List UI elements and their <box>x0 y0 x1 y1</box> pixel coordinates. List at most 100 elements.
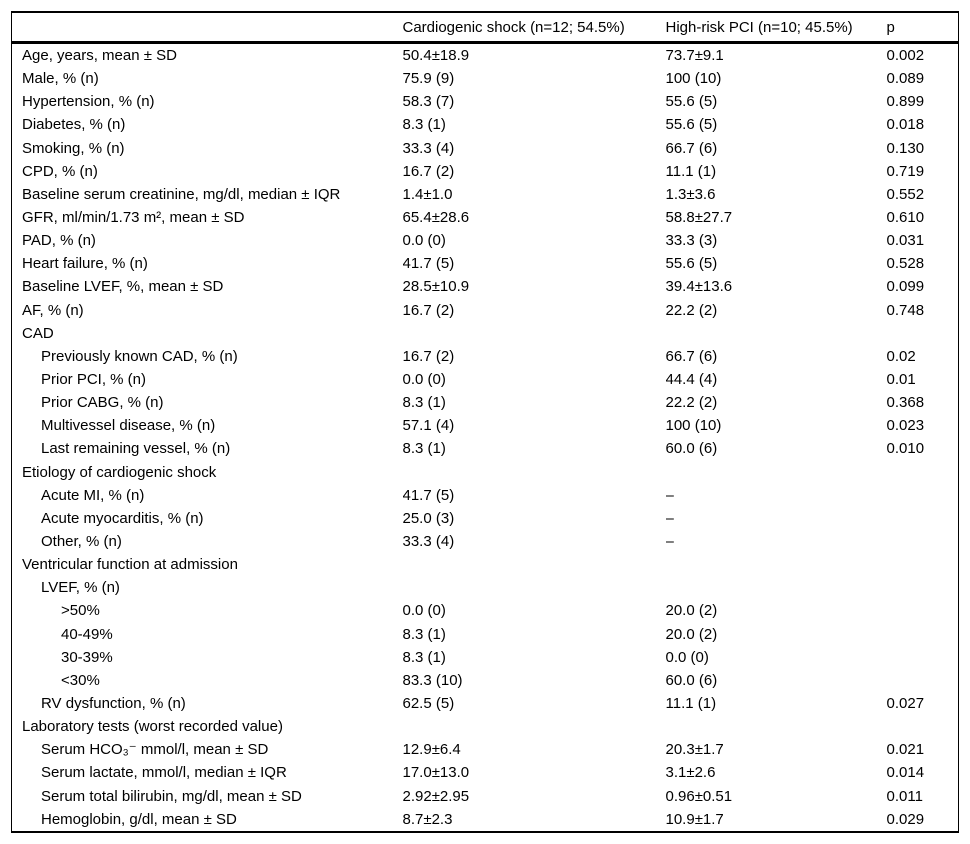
row-label: <30% <box>61 671 100 689</box>
table-row: 30-39% 8.3 (1) 0.0 (0) <box>12 646 959 669</box>
value-cardiogenic-shock <box>403 322 666 345</box>
value-p: 0.719 <box>886 162 925 180</box>
table-body: Age, years, mean ± SD 50.4±18.9 73.7±9.1 0.… <box>12 43 959 832</box>
table-row: Laboratory tests (worst recorded value) <box>12 715 959 738</box>
value-cardiogenic-shock <box>403 461 666 484</box>
value-high-risk-pci: 0.96±0.51 <box>665 787 733 805</box>
row-label: Etiology of cardiogenic shock <box>22 463 217 481</box>
value-p: 0.130 <box>886 139 925 157</box>
row-label: Baseline serum creatinine, mg/dl, median… <box>22 185 341 203</box>
row-label: AF, % (n) <box>22 301 84 319</box>
value-cardiogenic-shock <box>403 715 666 738</box>
value-p: 0.01 <box>886 371 916 389</box>
row-label: Previously known CAD, % (n) <box>41 347 238 365</box>
value-high-risk-pci: 22.2 (2) <box>665 301 718 319</box>
row-label: 40-49% <box>61 625 113 643</box>
row-label: Prior CABG, % (n) <box>41 394 164 412</box>
value-high-risk-pci: 66.7 (6) <box>665 347 718 365</box>
value-high-risk-pci <box>666 576 887 599</box>
table-row: Serum HCO₃⁻ mmol/l, mean ± SD 12.9±6.4 20.… <box>12 738 959 761</box>
value-high-risk-pci: 60.0 (6) <box>665 440 718 458</box>
value-cardiogenic-shock: 33.3 (4) <box>402 139 455 157</box>
table-row: <30% 83.3 (10) 60.0 (6) <box>12 669 959 692</box>
table-row: Multivessel disease, % (n) 57.1 (4) 100 (1… <box>12 414 959 437</box>
row-label: Acute MI, % (n) <box>41 486 145 504</box>
row-label: Age, years, mean ± SD <box>22 47 177 65</box>
value-cardiogenic-shock: 2.92±2.95 <box>402 787 470 805</box>
row-label: Hypertension, % (n) <box>22 93 155 111</box>
value-high-risk-pci: 1.3±3.6 <box>665 185 716 203</box>
value-high-risk-pci: 20.0 (2) <box>665 602 718 620</box>
table-row: CPD, % (n) 16.7 (2) 11.1 (1) 0.719 <box>12 160 959 183</box>
row-label: Baseline LVEF, %, mean ± SD <box>22 278 224 296</box>
value-high-risk-pci <box>666 715 887 738</box>
value-cardiogenic-shock: 0.0 (0) <box>402 371 446 389</box>
value-p <box>887 507 959 530</box>
value-p <box>887 461 959 484</box>
row-label: Serum total bilirubin, mg/dl, mean ± SD <box>41 787 302 805</box>
column-header-cardiogenic-shock: Cardiogenic shock (n=12; 54.5%) <box>402 12 666 44</box>
baseline-characteristics-table-container: Cardiogenic shock (n=12; 54.5%) High-ris… <box>11 11 959 833</box>
row-label: Heart failure, % (n) <box>22 255 148 273</box>
table-row: Baseline LVEF, %, mean ± SD 28.5±10.9 39.4… <box>12 275 959 298</box>
value-high-risk-pci: 11.1 (1) <box>665 695 717 712</box>
row-label: LVEF, % (n) <box>41 579 120 597</box>
value-p: 0.029 <box>886 810 925 828</box>
value-high-risk-pci: 39.4±13.6 <box>665 278 733 296</box>
column-header-p-value: p <box>886 12 959 44</box>
value-p: 0.014 <box>886 764 925 782</box>
row-label: Ventricular function at admission <box>22 556 238 574</box>
row-label: Hemoglobin, g/dl, mean ± SD <box>41 810 237 828</box>
row-label: Other, % (n) <box>41 533 122 551</box>
table-row: Diabetes, % (n) 8.3 (1) 55.6 (5) 0.018 <box>12 113 959 136</box>
value-p <box>887 623 959 646</box>
value-cardiogenic-shock: 28.5±10.9 <box>402 278 470 296</box>
table-row: Previously known CAD, % (n) 16.7 (2) 66.7 … <box>12 345 959 368</box>
value-high-risk-pci <box>666 461 887 484</box>
table-row: 40-49% 8.3 (1) 20.0 (2) <box>12 623 959 646</box>
value-p: 0.748 <box>886 301 925 319</box>
value-high-risk-pci: 10.9±1.7 <box>665 810 724 828</box>
value-p: 0.011 <box>886 787 923 805</box>
value-high-risk-pci: – <box>665 509 674 527</box>
value-p: 0.610 <box>886 209 925 227</box>
value-high-risk-pci: – <box>665 533 674 551</box>
value-high-risk-pci: 73.7±9.1 <box>665 47 724 65</box>
value-p <box>887 669 959 692</box>
table-row: Ventricular function at admission <box>12 553 959 576</box>
value-cardiogenic-shock: 33.3 (4) <box>402 533 455 551</box>
value-p: 0.010 <box>886 440 925 458</box>
value-cardiogenic-shock: 16.7 (2) <box>402 162 455 180</box>
value-p <box>887 484 959 507</box>
value-high-risk-pci <box>666 322 887 345</box>
table-row: Age, years, mean ± SD 50.4±18.9 73.7±9.1 0.… <box>12 43 959 68</box>
value-high-risk-pci: 33.3 (3) <box>665 232 718 250</box>
value-high-risk-pci: 0.0 (0) <box>665 648 709 666</box>
column-header-high-risk-pci: High-risk PCI (n=10; 45.5%) <box>665 12 887 44</box>
value-high-risk-pci: 20.0 (2) <box>665 625 718 643</box>
value-cardiogenic-shock: 0.0 (0) <box>402 232 446 250</box>
table-row: Baseline serum creatinine, mg/dl, median… <box>12 183 959 206</box>
row-label: RV dysfunction, % (n) <box>41 695 186 712</box>
value-cardiogenic-shock: 16.7 (2) <box>402 301 455 319</box>
row-label: Last remaining vessel, % (n) <box>41 440 231 458</box>
value-cardiogenic-shock <box>403 553 666 576</box>
table-row: AF, % (n) 16.7 (2) 22.2 (2) 0.748 <box>12 299 959 322</box>
table-row: Serum total bilirubin, mg/dl, mean ± SD 2… <box>12 785 959 808</box>
value-p: 0.552 <box>886 185 925 203</box>
table-header: Cardiogenic shock (n=12; 54.5%) High-ris… <box>11 12 959 44</box>
value-high-risk-pci: 55.6 (5) <box>665 255 718 273</box>
value-p <box>887 599 959 622</box>
value-p <box>887 322 959 345</box>
row-label: Prior PCI, % (n) <box>41 371 147 389</box>
table-row: Hypertension, % (n) 58.3 (7) 55.6 (5) 0.899 <box>12 90 959 113</box>
table-row: Acute MI, % (n) 41.7 (5) – <box>12 484 959 507</box>
value-high-risk-pci <box>666 553 887 576</box>
table-row: >50% 0.0 (0) 20.0 (2) <box>12 599 959 622</box>
value-high-risk-pci: 100 (10) <box>665 70 722 88</box>
value-p: 0.528 <box>886 255 925 273</box>
table-row: Other, % (n) 33.3 (4) – <box>12 530 959 553</box>
table-row: GFR, ml/min/1.73 m², mean ± SD 65.4±28.6 5… <box>12 206 959 229</box>
row-label: Laboratory tests (worst recorded value) <box>22 718 283 736</box>
value-p: 0.899 <box>886 93 925 111</box>
